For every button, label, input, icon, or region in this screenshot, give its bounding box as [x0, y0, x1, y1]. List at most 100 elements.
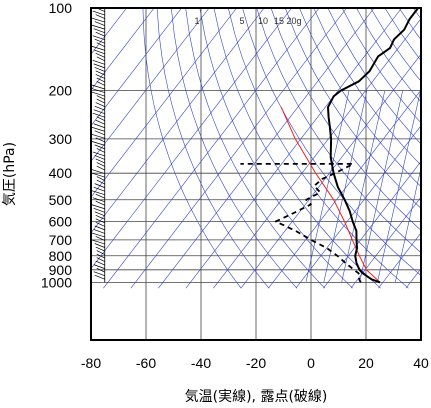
- mixing-ratio-label: 1: [194, 16, 199, 26]
- dry-adiabat-330: [284, 8, 421, 209]
- x-tick--60: -60: [136, 355, 156, 371]
- dry-adiabat-340: [299, 8, 421, 188]
- x-tick-labels: -80 -60 -40 -20 0 20 40: [81, 355, 429, 371]
- x-tick-20: 20: [358, 355, 374, 371]
- y-tick-900: 900: [49, 262, 73, 278]
- mixing-ratio-label: 5: [239, 16, 244, 26]
- wind-barb: [94, 243, 105, 248]
- isotherm-10: [378, 232, 421, 289]
- x-axis-title: 気温(実線), 露点(破線): [185, 389, 328, 405]
- isotherm-20: [405, 268, 421, 289]
- wind-barb: [91, 24, 105, 30]
- wind-barb: [91, 84, 105, 90]
- parcel-line: [280, 106, 381, 283]
- mixing-ratio-label: 10: [258, 16, 268, 26]
- wind-barb: [96, 165, 105, 171]
- wind-barb: [96, 81, 105, 86]
- isotherm--130: [91, 8, 210, 162]
- mixing-ratio-10: [359, 90, 403, 283]
- sounding-lines: [240, 8, 419, 284]
- wind-barb: [92, 112, 105, 118]
- wind-barb: [95, 31, 105, 37]
- dry-adiabat-370: [341, 8, 421, 124]
- wind-barb: [96, 250, 105, 255]
- y-tick-100: 100: [49, 0, 73, 16]
- wind-barb: [93, 264, 105, 269]
- dry-adiabat-300: [242, 8, 421, 276]
- y-tick-800: 800: [49, 248, 73, 264]
- wind-barb: [92, 151, 105, 157]
- dry-adiabat-320: [270, 8, 421, 231]
- wind-barb: [95, 158, 105, 164]
- wind-barb: [94, 67, 105, 72]
- dry-adiabat-350: [313, 8, 421, 166]
- y-tick-200: 200: [49, 83, 73, 99]
- wind-barb: [95, 52, 105, 58]
- wind-barb: [95, 70, 105, 76]
- wind-barb: [94, 130, 105, 136]
- x-tick--20: -20: [246, 355, 266, 371]
- x-tick--80: -80: [81, 355, 101, 371]
- wind-barb: [93, 28, 105, 33]
- wind-barb: [94, 21, 105, 26]
- y-axis-title: 気圧(hPa): [2, 142, 18, 206]
- pressure-grid: [90, 7, 422, 340]
- wind-barb: [95, 236, 105, 241]
- wind-barb: [96, 56, 105, 62]
- dry-adiabat-420: [413, 8, 421, 20]
- dry-adiabat-260: [185, 8, 326, 289]
- wind-barb: [92, 197, 105, 203]
- dewpoint-line: [240, 163, 362, 283]
- isotherm--50: [213, 18, 421, 289]
- wind-barb: [96, 267, 105, 273]
- wind-barb: [93, 123, 105, 129]
- x-tick-0: 0: [307, 355, 315, 371]
- wind-barb: [96, 95, 105, 100]
- wind-barb: [91, 17, 105, 23]
- x-tick--40: -40: [191, 355, 211, 371]
- wind-barb: [91, 133, 105, 139]
- wind-barb: [96, 116, 105, 122]
- mixing-ratio-label: 15: [274, 16, 284, 26]
- wind-barb: [91, 204, 105, 210]
- y-tick-1000: 1000: [41, 274, 72, 290]
- isotherm--100: [91, 8, 292, 270]
- temperature-line: [327, 8, 419, 284]
- isotherm--120: [91, 8, 237, 198]
- y-tick-400: 400: [49, 165, 73, 181]
- isotherm--90: [103, 8, 320, 289]
- wind-barb: [93, 186, 105, 192]
- dry-adiabat-240: [156, 8, 270, 289]
- dry-adiabat-360: [327, 8, 421, 145]
- mixing-ratio-1: [305, 90, 350, 283]
- wind-barb: [94, 274, 105, 280]
- wind-barb: [91, 172, 105, 178]
- wind-barb: [96, 162, 105, 167]
- wind-barb: [94, 155, 105, 160]
- isotherm--110: [91, 8, 265, 234]
- y-tick-300: 300: [49, 131, 73, 147]
- mixing-ratio-5: [341, 90, 386, 283]
- dry-adiabat-310: [256, 8, 421, 254]
- wind-barb: [91, 141, 105, 146]
- wind-barb: [92, 60, 105, 65]
- y-tick-600: 600: [49, 213, 73, 229]
- dry-adiabat-290: [228, 8, 409, 289]
- skew-grid-lines: [91, 8, 421, 289]
- wind-barb: [94, 38, 105, 44]
- isotherm--80: [130, 8, 347, 289]
- wind-barb: [96, 77, 105, 83]
- wind-barb: [94, 211, 105, 217]
- wind-barb: [96, 253, 105, 259]
- wind-barb: [92, 10, 105, 16]
- wind-barb: [91, 239, 105, 245]
- wind-barb: [91, 126, 105, 132]
- isotherm--150: [91, 8, 155, 91]
- wind-barb: [92, 35, 105, 41]
- isotherm--60: [185, 8, 402, 289]
- mixing-ratio-label: 20g: [286, 16, 301, 26]
- wind-barb: [95, 102, 105, 107]
- wind-barb: [95, 137, 105, 143]
